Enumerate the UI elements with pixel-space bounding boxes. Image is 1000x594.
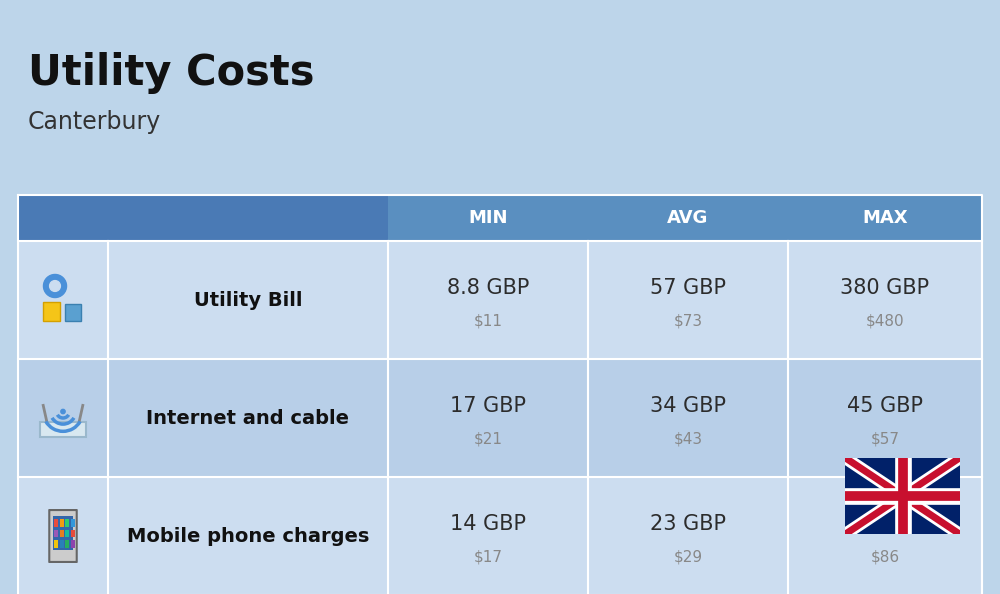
- Text: $57: $57: [870, 432, 900, 447]
- Text: 57 GBP: 57 GBP: [650, 278, 726, 298]
- Text: $480: $480: [866, 314, 904, 328]
- Bar: [18, 477, 982, 594]
- Text: 68 GBP: 68 GBP: [847, 514, 923, 534]
- Bar: [43, 302, 60, 321]
- Text: $11: $11: [474, 314, 503, 328]
- Text: $86: $86: [870, 549, 900, 565]
- Bar: [588, 195, 788, 241]
- FancyBboxPatch shape: [49, 510, 77, 562]
- Bar: [54, 529, 58, 538]
- Bar: [18, 359, 982, 477]
- Bar: [54, 541, 58, 548]
- Circle shape: [50, 280, 60, 292]
- Text: $43: $43: [673, 432, 703, 447]
- Bar: [60, 519, 64, 527]
- Text: $17: $17: [474, 549, 503, 565]
- Bar: [65, 541, 69, 548]
- Bar: [54, 519, 58, 527]
- Bar: [788, 195, 982, 241]
- Text: MAX: MAX: [862, 209, 908, 227]
- Text: 14 GBP: 14 GBP: [450, 514, 526, 534]
- Text: Utility Costs: Utility Costs: [28, 52, 314, 94]
- Text: MIN: MIN: [468, 209, 508, 227]
- Text: AVG: AVG: [667, 209, 709, 227]
- Text: Mobile phone charges: Mobile phone charges: [127, 526, 369, 545]
- Text: 17 GBP: 17 GBP: [450, 396, 526, 416]
- Bar: [60, 541, 64, 548]
- Bar: [60, 529, 64, 538]
- Text: 45 GBP: 45 GBP: [847, 396, 923, 416]
- Text: 23 GBP: 23 GBP: [650, 514, 726, 534]
- Circle shape: [43, 274, 67, 298]
- Text: 34 GBP: 34 GBP: [650, 396, 726, 416]
- Circle shape: [61, 409, 65, 413]
- Bar: [388, 195, 588, 241]
- Bar: [18, 195, 982, 241]
- Bar: [53, 516, 73, 551]
- Bar: [65, 519, 69, 527]
- Bar: [65, 529, 69, 538]
- Bar: [71, 529, 75, 538]
- Text: $29: $29: [673, 549, 703, 565]
- Text: 380 GBP: 380 GBP: [840, 278, 930, 298]
- Text: 8.8 GBP: 8.8 GBP: [447, 278, 529, 298]
- Text: $21: $21: [474, 432, 503, 447]
- Text: Utility Bill: Utility Bill: [194, 290, 302, 309]
- Bar: [71, 541, 75, 548]
- Bar: [18, 241, 982, 359]
- Bar: [40, 422, 86, 437]
- Text: Canterbury: Canterbury: [28, 110, 161, 134]
- Text: Internet and cable: Internet and cable: [146, 409, 350, 428]
- Bar: [65, 304, 81, 321]
- Bar: [71, 519, 75, 527]
- Text: $73: $73: [673, 314, 703, 328]
